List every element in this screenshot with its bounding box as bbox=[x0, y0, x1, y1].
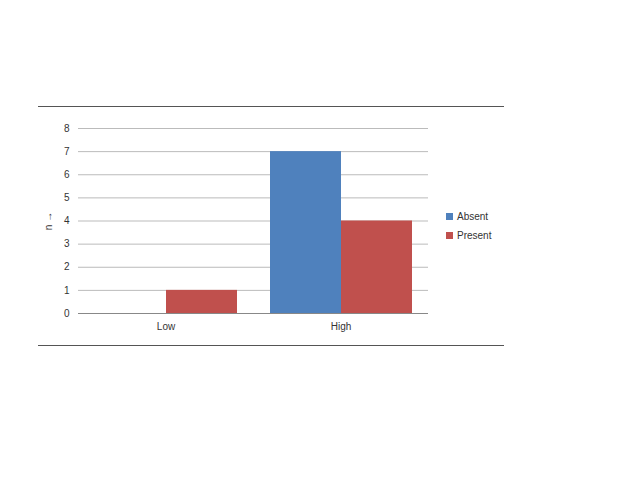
svg-text:1: 1 bbox=[64, 284, 70, 295]
svg-text:4: 4 bbox=[64, 215, 70, 226]
svg-text:Low: Low bbox=[157, 320, 176, 331]
svg-text:2: 2 bbox=[64, 261, 70, 272]
svg-text:0: 0 bbox=[64, 307, 70, 318]
svg-text:8: 8 bbox=[64, 122, 70, 133]
svg-text:7: 7 bbox=[64, 145, 70, 156]
svg-text:5: 5 bbox=[64, 192, 70, 203]
html-text:Absent: Absent bbox=[457, 211, 489, 222]
svg-text:High: High bbox=[331, 320, 352, 331]
html-text:Present: Present bbox=[457, 230, 492, 241]
svg-text:6: 6 bbox=[64, 168, 70, 179]
svg-text:n →: n → bbox=[43, 211, 54, 229]
svg-text:3: 3 bbox=[64, 238, 70, 249]
